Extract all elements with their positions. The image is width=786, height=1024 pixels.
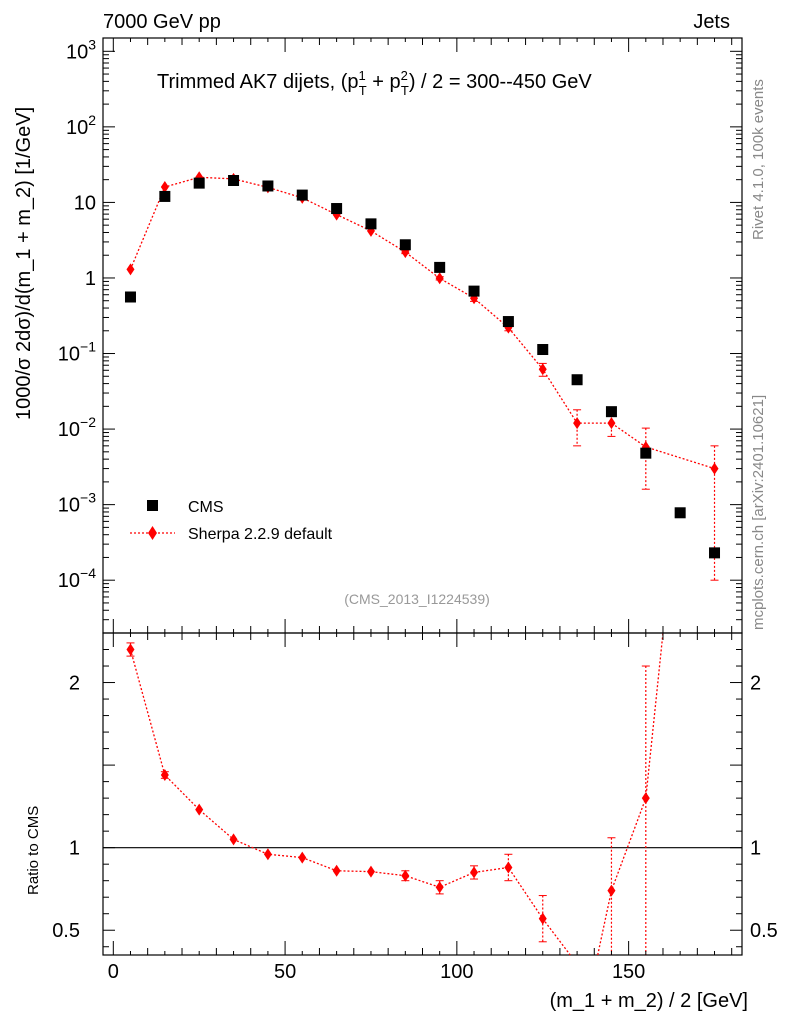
ratio-y-tick-label-left: 1 [69,838,80,860]
x-tick-label: 100 [440,961,473,983]
tick-base: 10 [58,419,80,441]
main-y-tick-label: 10−1 [58,339,96,366]
tick-base: 10 [66,117,88,139]
tick-exponent: −1 [80,339,96,355]
sherpa-point [710,462,719,475]
ratio-point [126,643,135,656]
x-tick-label: 0 [108,961,119,983]
title-sup1: 1 [359,68,366,83]
rivet-label: Rivet 4.1.0, 100k events [750,79,767,240]
main-y-tick-label: 102 [66,112,96,139]
ratio-y-tick-label-right: 1 [750,838,761,860]
main-y-tick-label: 10−2 [58,414,96,441]
tick-base: 10 [58,344,80,366]
main-y-tick-label: 103 [66,36,96,63]
sherpa-point [435,272,444,285]
sherpa-point [126,263,135,276]
tick-exponent: 3 [88,36,96,52]
cms-point [193,177,205,189]
legend-cms-label: CMS [188,499,224,516]
ratio-y-tick-label-left: 0.5 [52,920,80,942]
cms-point [399,239,411,251]
ratio-point [298,851,307,864]
tick-exponent: −3 [80,490,96,506]
ratio-point [435,881,444,894]
title-post: ) / 2 = 300--450 GeV [409,71,593,93]
x-axis-label: (m_1 + m_2) / 2 [GeV] [550,990,748,1012]
cms-point [537,344,549,356]
tick-exponent: 2 [88,112,96,128]
ratio-point [263,848,272,861]
chart-title: Trimmed AK7 dijets, (p1 T + p2 T) / 2 = 30… [157,68,592,98]
ratio-y-tick-label-right: 0.5 [750,920,778,942]
header-right: Jets [693,11,730,33]
main-y-tick-label: 10 [74,192,96,214]
legend-sherpa-marker [148,526,157,540]
cms-point [331,203,343,215]
ratio-point [160,769,169,782]
x-tick-label: 50 [274,961,296,983]
ratio-point [641,792,650,805]
main-y-tick-label: 1 [85,268,96,290]
tick-base: 10 [58,570,80,592]
ratio-y-axis-label: Ratio to CMS [25,806,42,895]
cms-point [434,261,446,273]
ratio-point [366,865,375,878]
sherpa-line [129,176,715,470]
main-y-tick-label: 10−4 [58,565,96,592]
cms-point [502,316,514,328]
ratio-point [607,884,616,897]
cms-point [124,291,136,303]
ratio-line-segment [597,632,664,956]
analysis-id: (CMS_2013_I1224539) [344,591,490,607]
cms-point [159,190,171,202]
cms-point [262,180,274,192]
ratio-point [470,866,479,879]
ratio-y-tick-label-left: 2 [69,673,80,695]
cms-point [468,285,480,297]
cms-point [296,189,308,201]
cms-point [605,406,617,418]
legend-cms-marker [147,500,158,511]
cms-point [365,218,377,230]
cms-point [709,547,721,559]
main-data-layer [124,171,721,581]
title-plus: + p [367,71,401,93]
title-sup2: 2 [401,68,408,83]
legend: CMS Sherpa 2.2.9 default [130,499,333,543]
sherpa-point [607,417,616,430]
tick-base: 10 [66,41,88,63]
ratio-point [504,861,513,874]
cms-point [640,447,652,459]
sherpa-point [160,180,169,193]
tick-exponent: −4 [80,565,96,581]
x-tick-label: 150 [612,961,645,983]
sherpa-point [538,363,547,376]
ratio-point [538,912,547,925]
sherpa-point [573,417,582,430]
tick-exponent: −2 [80,414,96,430]
legend-sherpa-label: Sherpa 2.2.9 default [188,526,333,543]
cms-point [571,374,583,386]
ratio-data-layer [103,632,742,956]
tick-base: 10 [58,495,80,517]
ratio-point [332,864,341,877]
ratio-line-segment [129,649,571,956]
cms-point [674,507,686,519]
cms-point [228,175,240,187]
header-left: 7000 GeV pp [103,11,221,33]
mcplots-label: mcplots.cern.ch [arXiv:2401.10621] [750,395,767,630]
main-y-tick-label: 10−3 [58,490,96,517]
title-pre: Trimmed AK7 dijets, (p [157,71,359,93]
ratio-point [401,869,410,882]
main-y-axis-label: 1000/σ 2dσ)/d(m_1 + m_2) [1/GeV] [13,107,35,420]
ratio-point [195,803,204,816]
title-sub2: T [401,83,409,98]
ratio-y-tick-label-right: 2 [750,673,761,695]
title-sub1: T [359,83,367,98]
main-panel-frame [102,37,743,634]
ratio-point [229,833,238,846]
